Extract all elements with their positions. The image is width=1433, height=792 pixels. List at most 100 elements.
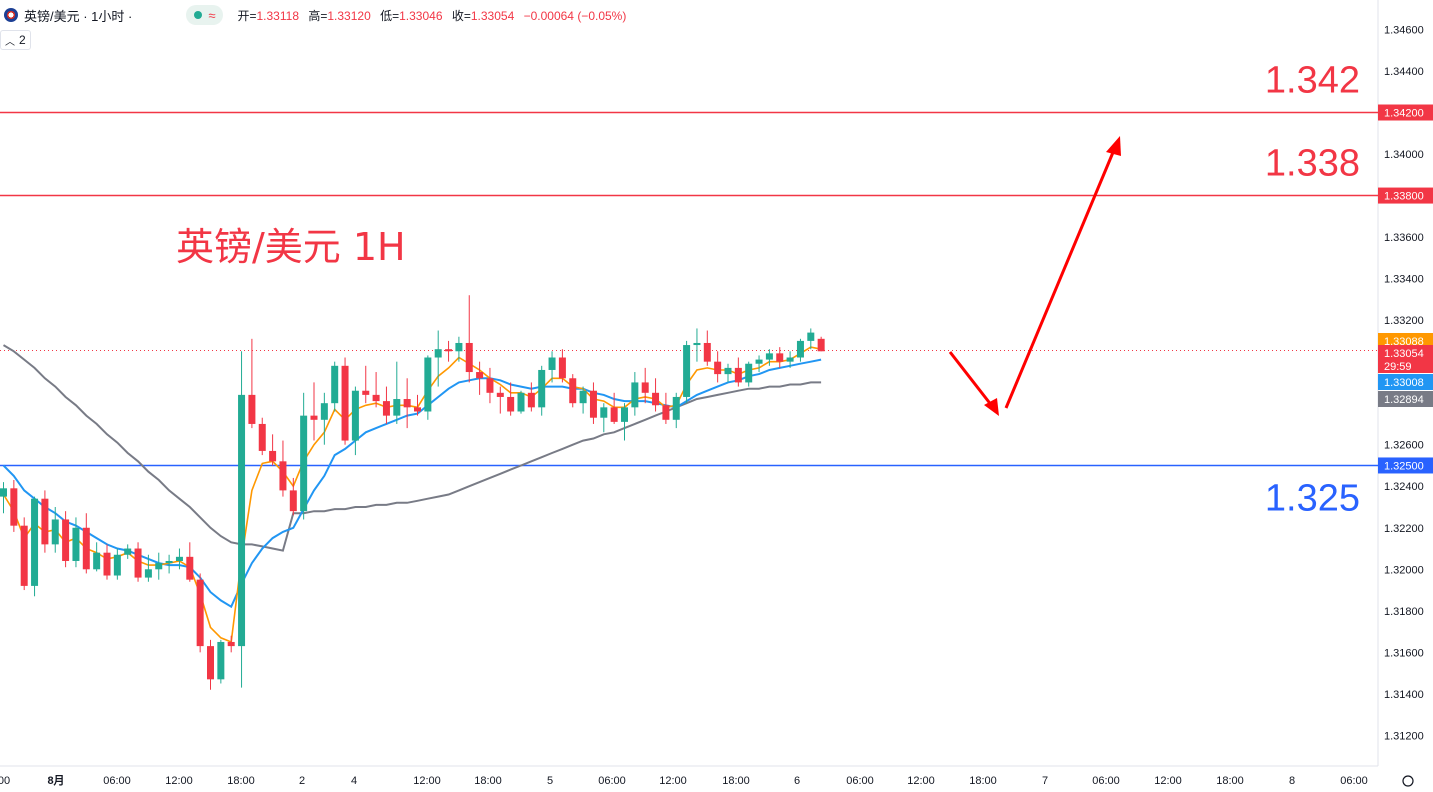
y-tick-label: 1.34400 <box>1384 66 1424 78</box>
ma-fast-line <box>2 346 822 644</box>
candle-body <box>403 399 411 408</box>
y-tick-label: 1.33400 <box>1384 274 1424 286</box>
x-tick-label: 18:00 <box>722 775 750 787</box>
candle-body <box>414 407 421 412</box>
level-axis-tag <box>1378 457 1433 474</box>
candle-body <box>776 353 784 362</box>
candle-body <box>248 394 256 424</box>
y-tick-label: 1.32200 <box>1384 523 1424 535</box>
x-tick-label: 8 <box>1289 775 1295 787</box>
candle-body <box>258 423 266 451</box>
candle-body <box>610 407 618 422</box>
x-tick-label: 06:00 <box>1340 775 1368 787</box>
candle-body <box>289 490 297 512</box>
candle-body <box>393 399 401 416</box>
y-tick-label: 1.31600 <box>1384 647 1424 659</box>
candle-body <box>786 357 794 362</box>
candle-body <box>217 641 225 680</box>
candle-body <box>724 367 732 375</box>
ma-slow-line <box>2 344 822 552</box>
x-tick-label: 6 <box>794 775 800 787</box>
candle-body <box>82 527 90 570</box>
level-axis-tag <box>1378 104 1433 121</box>
candle-body <box>279 461 287 491</box>
indicator-legend-toggle[interactable]: ︿ 2 <box>0 30 31 50</box>
candle-body <box>238 394 246 647</box>
x-tick-label: 5 <box>547 775 553 787</box>
symbol-label[interactable]: 英镑/美元 · 1小时 · <box>24 8 133 24</box>
candle-body <box>20 525 28 586</box>
candle-body <box>72 527 80 561</box>
chevron-up-icon: ︿ <box>5 36 15 48</box>
level-value-label: 1.342 <box>1265 60 1360 102</box>
candle-body <box>175 556 183 561</box>
x-tick-label: 12:00 <box>1154 775 1182 787</box>
x-tick-label: 06:00 <box>598 775 626 787</box>
candle-body <box>103 552 111 576</box>
candle-body <box>683 345 691 397</box>
level-value-label: 1.338 <box>1265 143 1360 185</box>
candle-body <box>507 396 515 412</box>
candle-body <box>765 353 773 360</box>
market-status-pill[interactable]: ≈ <box>186 5 224 25</box>
candle-body <box>621 407 628 422</box>
change-value: −0.00064 (−0.05%) <box>523 8 627 23</box>
candle-body <box>817 338 825 352</box>
candle-body <box>445 349 453 352</box>
candle-body <box>662 405 670 420</box>
candle-body <box>569 378 577 404</box>
candle-body <box>548 357 556 370</box>
candle-body <box>434 349 442 358</box>
candle-body <box>186 556 194 580</box>
x-tick-label: 12:00 <box>659 775 687 787</box>
level-axis-label: 1.34200 <box>1384 108 1424 120</box>
ohlc-readout: 开=1.33118 高=1.33120 低=1.33046 收=1.33054 … <box>237 8 627 23</box>
candle-body <box>382 401 390 416</box>
candle-body <box>113 554 121 576</box>
flag-icon <box>4 8 18 22</box>
candle-body <box>207 646 214 680</box>
candle-body <box>227 641 235 647</box>
legend-count: 2 <box>19 33 26 47</box>
candle-body <box>455 342 463 352</box>
candle-body <box>486 378 494 393</box>
y-tick-label: 1.31200 <box>1384 730 1424 742</box>
candle-body <box>320 403 328 420</box>
chart-title: 英镑/美元 1H <box>176 225 406 269</box>
candle-body <box>496 392 504 397</box>
settings-gear-icon <box>1402 775 1414 787</box>
candle-body <box>165 560 173 564</box>
candle-body <box>558 357 566 379</box>
level-axis-label: 1.32500 <box>1384 460 1424 472</box>
ma-mid-line <box>2 358 822 609</box>
candle-body <box>755 359 763 364</box>
candle-body <box>300 415 308 512</box>
price-tag <box>1378 345 1433 373</box>
y-tick-label: 1.31800 <box>1384 606 1424 618</box>
arrow-head-icon <box>984 398 999 416</box>
candle-body <box>62 519 70 561</box>
candle-body <box>93 552 101 570</box>
candle-body <box>144 569 152 578</box>
y-tick-label: 1.32400 <box>1384 481 1424 493</box>
candle-body <box>331 365 339 404</box>
candle-body <box>641 382 649 393</box>
price-tag <box>1378 391 1433 407</box>
level-axis-tag <box>1378 187 1433 204</box>
x-tick-label: 7 <box>1042 775 1048 787</box>
candle-body <box>196 579 204 647</box>
y-tick-label: 1.34000 <box>1384 149 1424 161</box>
candle-body <box>372 394 380 402</box>
candle-body <box>362 390 370 395</box>
candle-body <box>527 392 535 408</box>
price-tag-label: 1.33054 <box>1384 348 1424 360</box>
price-tag-label: 1.33008 <box>1384 377 1424 389</box>
candle-body <box>807 332 815 341</box>
x-tick-label: 06:00 <box>846 775 874 787</box>
y-tick-label: 1.32000 <box>1384 564 1424 576</box>
y-tick-label: 1.33600 <box>1384 232 1424 244</box>
y-tick-label: 1.33200 <box>1384 315 1424 327</box>
y-tick-label: 1.31400 <box>1384 689 1424 701</box>
candle-body <box>424 357 432 412</box>
